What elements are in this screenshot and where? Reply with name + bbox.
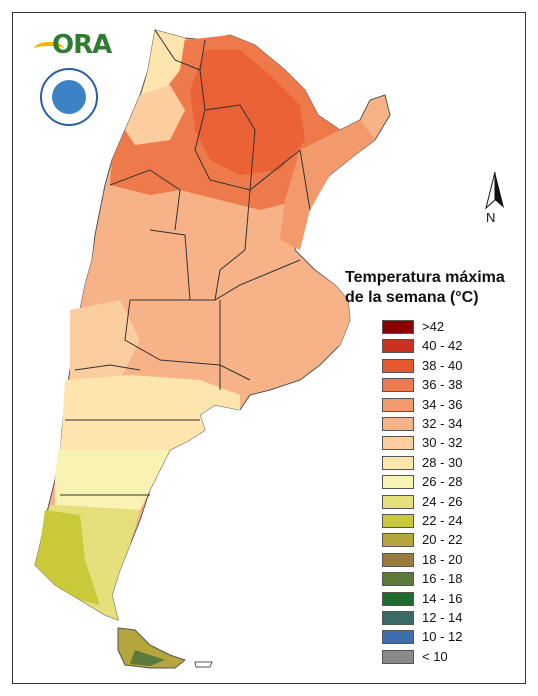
zone-northwest xyxy=(140,30,185,100)
legend: Temperatura máxima de la semana (°C) >42… xyxy=(345,268,505,664)
north-arrow-icon xyxy=(485,171,504,210)
legend-swatch xyxy=(382,436,414,451)
legend-item: 28 - 30 xyxy=(382,454,492,473)
legend-label: 20 - 22 xyxy=(422,532,463,548)
legend-swatch xyxy=(382,572,414,587)
legend-item: >42 xyxy=(382,318,492,337)
legend-swatch xyxy=(382,591,414,606)
legend-label: 22 - 24 xyxy=(422,513,463,528)
legend-item: 10 - 12 xyxy=(382,628,492,647)
legend-swatch xyxy=(382,494,414,509)
legend-swatch xyxy=(382,552,414,567)
legend-item: < 10 xyxy=(382,648,492,667)
logo-swoosh-icon xyxy=(34,42,64,56)
legend-swatch xyxy=(382,417,414,431)
legend-label: 24 - 26 xyxy=(422,493,463,509)
legend-label: 10 - 12 xyxy=(422,629,463,645)
legend-label: 32 - 34 xyxy=(422,416,463,431)
legend-item: 38 - 40 xyxy=(382,357,492,376)
legend-swatch xyxy=(382,475,414,490)
legend-label: 30 - 32 xyxy=(422,435,463,451)
legend-title-line2: de la semana (°C) xyxy=(345,289,479,306)
legend-label: 26 - 28 xyxy=(422,474,463,490)
legend-swatch xyxy=(382,397,414,412)
north-label: N xyxy=(486,210,496,225)
legend-label: < 10 xyxy=(422,648,448,664)
legend-item: 32 - 34 xyxy=(382,415,492,434)
zone-center-west xyxy=(70,300,140,380)
legend-label: 16 - 18 xyxy=(422,571,463,587)
legend-label: 18 - 20 xyxy=(422,551,463,567)
legend-label: 40 - 42 xyxy=(422,338,463,354)
north-arrow: N xyxy=(480,170,510,230)
legend-item: 20 - 22 xyxy=(382,531,492,550)
legend-swatch xyxy=(382,358,414,373)
legend-label: 28 - 30 xyxy=(422,454,463,470)
legend-swatch xyxy=(382,378,414,393)
legend-swatch xyxy=(382,339,414,354)
zone-north-core xyxy=(190,50,305,175)
tierra-del-fuego-south xyxy=(130,650,165,666)
zone-east xyxy=(280,120,375,250)
ora-logo: ORA xyxy=(34,28,112,60)
legend-label: 34 - 36 xyxy=(422,396,463,412)
legend-item: 26 - 28 xyxy=(382,473,492,492)
legend-item: 24 - 26 xyxy=(382,493,492,512)
legend-item: 18 - 20 xyxy=(382,551,492,570)
legend-label: 14 - 16 xyxy=(422,590,463,606)
legend-item: 16 - 18 xyxy=(382,570,492,589)
zone-patagonia-west xyxy=(35,510,100,605)
legend-item: 22 - 24 xyxy=(382,512,492,531)
legend-swatch xyxy=(382,630,414,645)
agency-seal-icon xyxy=(40,68,98,126)
province-borders xyxy=(60,29,311,496)
islands xyxy=(194,661,213,668)
legend-item: 14 - 16 xyxy=(382,590,492,609)
legend-swatch xyxy=(382,514,414,528)
legend-label: >42 xyxy=(422,319,445,334)
zone-northwest-2 xyxy=(125,85,185,145)
legend-swatch xyxy=(382,533,414,548)
logo-text: ORA xyxy=(52,30,112,60)
zone-patagonia-mid xyxy=(55,450,170,510)
legend-label: 36 - 38 xyxy=(422,377,463,393)
legend-swatch xyxy=(382,320,414,334)
legend-label: 38 - 40 xyxy=(422,357,463,373)
legend-item: 40 - 42 xyxy=(382,337,492,356)
legend-swatch xyxy=(382,649,414,664)
seal-center xyxy=(52,80,86,114)
legend-swatch xyxy=(382,455,414,470)
legend-item: 30 - 32 xyxy=(382,434,492,453)
zone-patagonia-north xyxy=(60,375,240,450)
legend-swatch xyxy=(382,611,414,625)
legend-label: 12 - 14 xyxy=(422,610,463,625)
legend-item: 34 - 36 xyxy=(382,396,492,415)
legend-item: 36 - 38 xyxy=(382,376,492,395)
legend-title-line1: Temperatura máxima xyxy=(345,269,505,286)
legend-item: 12 - 14 xyxy=(382,609,492,628)
